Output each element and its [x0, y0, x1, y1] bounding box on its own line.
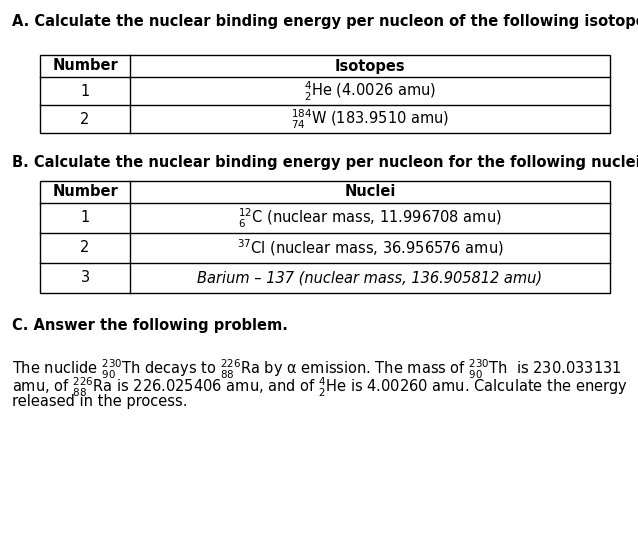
Text: $^{4}_{2}$He (4.0026 amu): $^{4}_{2}$He (4.0026 amu)	[304, 79, 436, 103]
Text: $^{12}_{6}$C (nuclear mass, 11.996708 amu): $^{12}_{6}$C (nuclear mass, 11.996708 am…	[238, 206, 502, 230]
Text: Nuclei: Nuclei	[345, 185, 396, 199]
Text: 2: 2	[80, 240, 90, 255]
Text: 2: 2	[80, 111, 90, 126]
Text: A. Calculate the nuclear binding energy per nucleon of the following isotopes:: A. Calculate the nuclear binding energy …	[12, 14, 638, 29]
Text: amu, of $^{226}_{88}$Ra is 226.025406 amu, and of $^{4}_{2}$He is 4.00260 amu. C: amu, of $^{226}_{88}$Ra is 226.025406 am…	[12, 376, 628, 399]
Text: B. Calculate the nuclear binding energy per nucleon for the following nuclei:: B. Calculate the nuclear binding energy …	[12, 155, 638, 170]
Text: $^{37}$Cl (nuclear mass, 36.956576 amu): $^{37}$Cl (nuclear mass, 36.956576 amu)	[237, 238, 503, 258]
Text: C. Answer the following problem.: C. Answer the following problem.	[12, 318, 288, 333]
Bar	[40, 55, 610, 133]
Text: Barium – 137 (nuclear mass, 136.905812 amu): Barium – 137 (nuclear mass, 136.905812 a…	[197, 271, 542, 286]
Bar	[40, 181, 610, 293]
Text: 1: 1	[80, 211, 89, 226]
Text: $^{184}_{74}$W (183.9510 amu): $^{184}_{74}$W (183.9510 amu)	[291, 107, 449, 131]
Text: Number: Number	[52, 185, 118, 199]
Text: released in the process.: released in the process.	[12, 394, 188, 409]
Text: 1: 1	[80, 84, 89, 98]
Text: Isotopes: Isotopes	[335, 58, 405, 73]
Text: Number: Number	[52, 58, 118, 73]
Text: 3: 3	[80, 271, 89, 286]
Text: The nuclide $^{230}_{90}$Th decays to $^{226}_{88}$Ra by α emission. The mass of: The nuclide $^{230}_{90}$Th decays to $^…	[12, 358, 621, 381]
